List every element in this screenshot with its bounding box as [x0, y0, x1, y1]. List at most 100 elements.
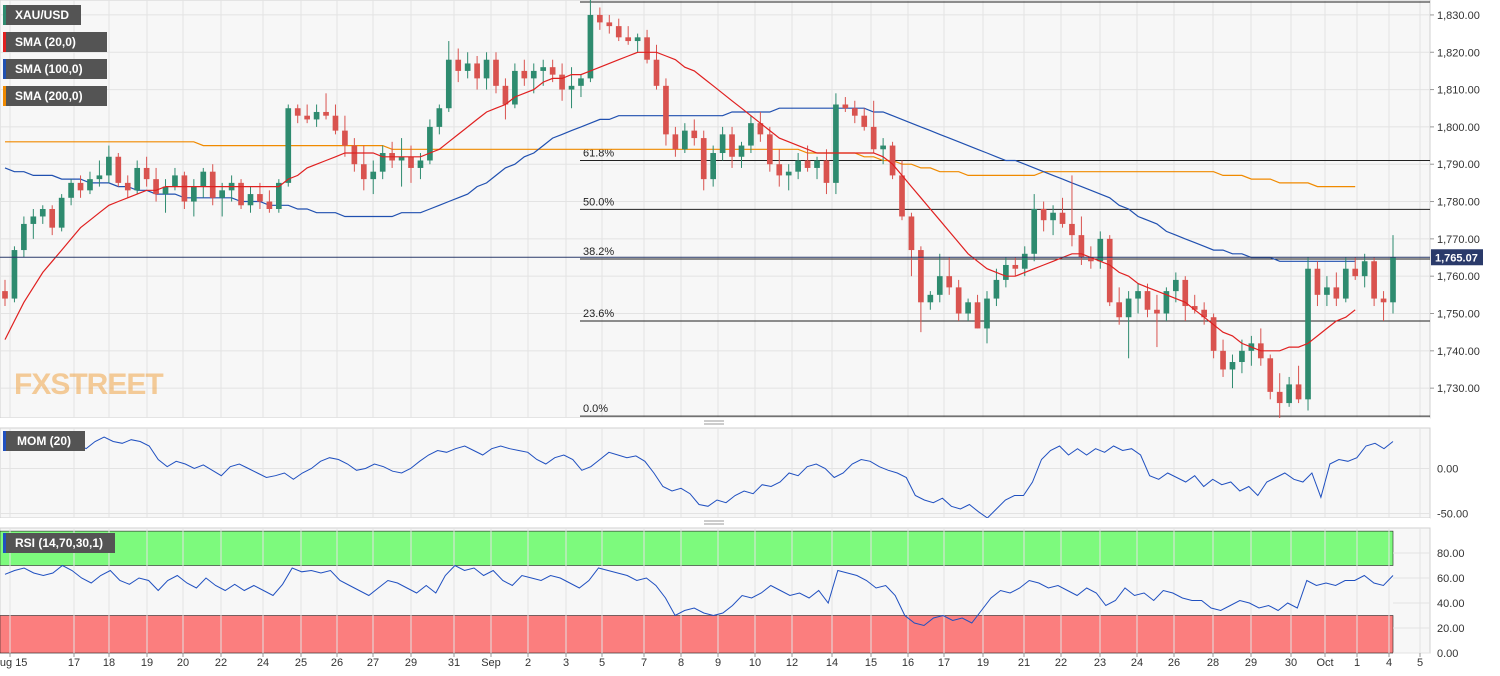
fibonacci-label: 23.6% [583, 308, 614, 320]
momentum-tick-label: -50.00 [1437, 509, 1468, 521]
candle-bull [936, 276, 943, 295]
candle-bull [833, 104, 839, 183]
candle-bull [578, 78, 584, 86]
date-tick-label: 29 [1245, 657, 1257, 669]
price-tick-label: 1,760.00 [1437, 271, 1480, 283]
candle-bear [1088, 257, 1094, 262]
date-tick-label: 24 [1131, 657, 1143, 669]
date-tick-label: Aug 15 [0, 657, 27, 669]
candle-bear [294, 108, 301, 116]
candle-bull [965, 302, 971, 314]
candle-bear [1116, 302, 1123, 318]
candle-bull [39, 209, 46, 217]
candle-bull [719, 134, 726, 154]
legend-color-swatch [3, 86, 6, 106]
rsi-legend-box [3, 533, 115, 553]
candle-bear [597, 14, 603, 23]
rsi-panel[interactable]: 80.00 60.00 40.00 20.00 0.00 RSI (14,70,30,1… [0, 527, 1465, 660]
date-tick-label: 9 [715, 657, 721, 669]
candle-bull [68, 182, 74, 198]
price-tick-label: 1,750.00 [1437, 309, 1480, 321]
candle-bull [540, 67, 547, 71]
candle-bear [946, 276, 953, 288]
date-tick-label: 10 [749, 657, 761, 669]
momentum-panel[interactable]: 0.00 -50.00 MOM (20) [0, 427, 1468, 521]
date-tick-label: 27 [367, 657, 379, 669]
candle-bear [351, 145, 358, 165]
date-tick-label: 12 [786, 657, 798, 669]
candle-bull [795, 160, 801, 172]
candle-bull [134, 167, 141, 191]
candle-bull [313, 111, 320, 120]
candle-bear [209, 171, 216, 198]
panel-separator-1[interactable] [0, 418, 1430, 428]
fibonacci-label: 50.0% [583, 196, 614, 208]
date-tick-label: Sep [481, 657, 501, 669]
date-tick-label: 17 [68, 657, 80, 669]
candle-bull [1097, 238, 1104, 262]
candle-bear [1352, 268, 1359, 277]
price-panel[interactable]: FXSTREET 0.0% 23.6% 38.2% 50.0% 61.8% 1,765.… [0, 0, 1483, 419]
candle-bull [634, 37, 641, 42]
momentum-legend[interactable]: MOM (20) [3, 431, 85, 451]
date-tick-label: 30 [1285, 657, 1297, 669]
date-tick-label: 5 [599, 657, 605, 669]
date-tick-label: 26 [1168, 657, 1180, 669]
date-tick-label: 24 [257, 657, 269, 669]
candle-bear [304, 115, 310, 120]
candle-bull [464, 63, 471, 71]
panel-separator-2[interactable] [0, 518, 1430, 528]
candle-bear [851, 108, 858, 116]
candle-bull [785, 171, 792, 176]
candle-bear [143, 167, 150, 180]
candle-bull [445, 59, 452, 109]
candle-bull [1305, 268, 1311, 400]
date-tick-label: 3 [563, 657, 569, 669]
candle-bear [1201, 309, 1207, 318]
candle-bull [417, 160, 424, 168]
price-tick-label: 1,800.00 [1437, 122, 1480, 134]
candle-bull [984, 298, 990, 329]
candle-bear [804, 160, 811, 168]
price-tick-label: 1,740.00 [1437, 346, 1480, 358]
date-tick-label: 28 [1207, 657, 1219, 669]
rsi-legend-label: RSI (14,70,30,1) [15, 536, 103, 550]
candle-bull [162, 186, 169, 195]
candle-bear [625, 37, 632, 42]
candle-bull [748, 123, 754, 146]
fibonacci-label: 38.2% [583, 246, 614, 258]
momentum-panel-background [0, 427, 1431, 519]
candle-bear [615, 26, 622, 38]
candle-bear [889, 145, 896, 176]
candle-bear [1295, 384, 1302, 400]
legend-item [3, 32, 107, 52]
candle-bear [729, 134, 735, 157]
candle-bear [1144, 291, 1151, 310]
candle-bull [30, 216, 37, 224]
candle-bear [823, 160, 830, 183]
sma20-series [4, 51, 1356, 352]
legend-color-swatch [3, 5, 6, 25]
indicator-legend[interactable]: XAU/USD SMA (20,0) SMA (100,0) SMA (200,0) [3, 5, 107, 106]
candle-bull [219, 190, 226, 198]
candle-bear [549, 67, 556, 75]
candle-bear [606, 22, 613, 27]
legend-label: XAU/USD [15, 8, 69, 22]
candle-bear [1154, 309, 1160, 314]
candle-bear [49, 209, 56, 228]
rsi-legend[interactable]: RSI (14,70,30,1) [3, 533, 115, 553]
legend-color-swatch [3, 59, 6, 79]
date-tick-label: 16 [902, 657, 914, 669]
sma20-line [4, 51, 1356, 352]
candle-bull [436, 108, 443, 127]
price-tick-label: 1,810.00 [1437, 85, 1480, 97]
candle-bear [1012, 264, 1019, 269]
candle-bull [993, 279, 1000, 299]
date-tick-label: 25 [295, 657, 307, 669]
candle-bear [1276, 391, 1283, 404]
candle-bull [1229, 362, 1236, 370]
momentum-legend-swatch [3, 431, 6, 451]
candle-bull [1172, 279, 1179, 292]
candle-bear [644, 37, 650, 60]
